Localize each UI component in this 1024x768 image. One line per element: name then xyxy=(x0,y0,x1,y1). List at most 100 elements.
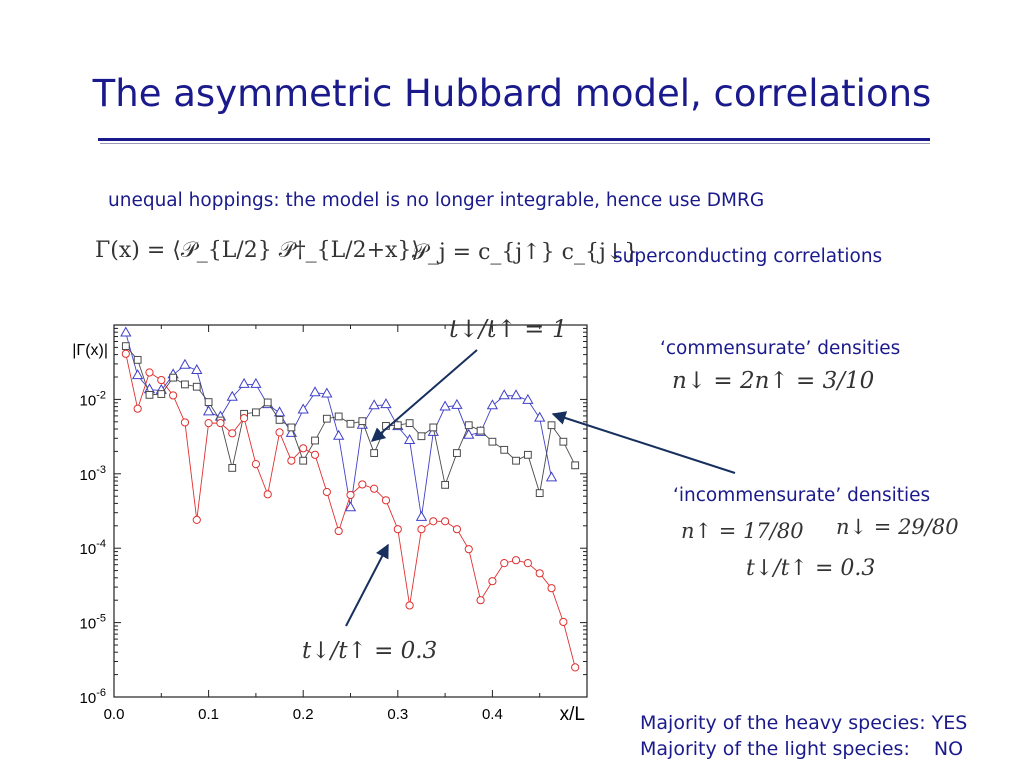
data-point-square xyxy=(476,426,485,435)
data-point-square xyxy=(500,445,509,454)
data-point-circle xyxy=(310,450,320,459)
data-point-circle xyxy=(263,490,272,499)
y-tick-label: 10-2 xyxy=(80,389,106,409)
data-point-square xyxy=(181,380,189,389)
y-axis-label: |Γ(x)| xyxy=(72,342,108,359)
x-tick-label: 0.4 xyxy=(482,706,503,723)
data-point-circle xyxy=(417,525,426,534)
data-point-square xyxy=(464,421,473,430)
data-point-circle xyxy=(299,444,308,453)
data-point-square xyxy=(571,461,580,470)
data-point-triangle xyxy=(522,393,534,404)
data-point-triangle xyxy=(403,434,416,445)
data-point-square xyxy=(275,416,284,424)
data-point-triangle xyxy=(120,326,132,337)
data-point-square xyxy=(322,414,331,423)
data-point-square xyxy=(334,412,343,421)
data-point-triangle xyxy=(226,390,238,401)
gamma-formula: Γ(x) = ⟨𝒫_{L/2} 𝒫†_{L/2+x}⟩ xyxy=(95,238,420,263)
data-point-square xyxy=(441,480,450,489)
data-point-triangle xyxy=(451,398,463,409)
data-point-triangle xyxy=(486,399,499,410)
title-underline xyxy=(98,138,930,141)
x-axis-label: x/L xyxy=(560,704,585,725)
title-underline-shadow xyxy=(100,143,930,144)
data-point-circle xyxy=(405,601,414,610)
data-point-circle xyxy=(287,456,296,465)
data-point-triangle xyxy=(415,510,428,521)
subtitle: unequal hoppings: the model is no longer… xyxy=(108,190,765,211)
series-line-triangle xyxy=(125,332,552,518)
data-point-triangle xyxy=(510,389,522,400)
slide-title: The asymmetric Hubbard model, correlatio… xyxy=(92,72,932,115)
data-point-circle xyxy=(121,349,130,358)
incommensurate-equation-ratio: t↓/t↑ = 0.3 xyxy=(746,556,876,581)
data-point-square xyxy=(121,342,130,351)
x-tick-label: 0.2 xyxy=(293,706,314,723)
x-tick-label: 0.0 xyxy=(104,706,125,723)
arrow-t03 xyxy=(345,543,389,627)
data-point-triangle xyxy=(368,399,380,410)
arrow-incommensurate xyxy=(551,411,736,474)
arrow-t1 xyxy=(370,349,478,442)
data-point-square xyxy=(429,423,438,432)
data-point-triangle xyxy=(333,429,345,440)
data-point-triangle xyxy=(250,377,262,388)
data-point-circle xyxy=(500,559,509,568)
data-point-square xyxy=(204,398,213,406)
pj-formula-text: 𝒫_j = c_{j↑} c_{j↓} xyxy=(412,240,639,265)
data-point-circle xyxy=(346,490,355,500)
data-point-triangle xyxy=(498,389,510,400)
data-point-square xyxy=(228,464,237,472)
annotation-t1: t↓/t↑ = 1 xyxy=(449,315,567,343)
y-tick-label: 10-5 xyxy=(80,613,106,633)
data-point-triangle xyxy=(463,428,475,439)
gamma-formula-text: Γ(x) = ⟨𝒫_{L/2} 𝒫†_{L/2+x}⟩ xyxy=(95,238,421,263)
data-point-square xyxy=(417,432,426,441)
data-point-circle xyxy=(239,414,249,423)
data-point-square xyxy=(370,449,379,457)
data-point-square xyxy=(252,408,260,417)
data-point-circle xyxy=(547,584,556,593)
x-tick-label: 0.1 xyxy=(198,706,219,723)
data-point-circle xyxy=(393,525,402,534)
data-point-circle xyxy=(559,617,568,627)
y-tick-label: 10-6 xyxy=(80,687,106,707)
light-species-value: NO xyxy=(933,738,964,760)
data-point-circle xyxy=(381,496,391,505)
data-point-triangle xyxy=(534,411,546,422)
data-point-circle xyxy=(157,375,166,385)
data-point-square xyxy=(287,423,296,432)
data-point-circle xyxy=(452,525,462,534)
light-species-line: Majority of the light species: NO xyxy=(640,738,963,760)
data-point-triangle xyxy=(202,405,215,416)
commensurate-equation: n↓ = 2n↑ = 3/10 xyxy=(672,368,875,394)
data-point-square xyxy=(145,390,154,399)
data-point-square xyxy=(405,419,414,428)
data-point-circle xyxy=(429,517,438,526)
incommensurate-label: ‘incommensurate’ densities xyxy=(673,485,931,506)
data-point-triangle xyxy=(439,400,451,411)
data-point-square xyxy=(169,373,178,382)
data-point-circle xyxy=(275,428,284,437)
data-point-square xyxy=(299,456,308,465)
data-point-square xyxy=(157,390,166,398)
data-point-triangle xyxy=(273,406,286,417)
data-point-circle xyxy=(476,596,485,605)
data-point-circle xyxy=(523,559,532,568)
data-point-circle xyxy=(251,460,260,469)
data-point-circle xyxy=(370,484,379,493)
data-point-triangle xyxy=(545,471,558,482)
data-point-circle xyxy=(180,418,190,427)
data-point-square xyxy=(523,450,532,459)
data-point-triangle xyxy=(191,363,203,374)
data-point-circle xyxy=(441,517,450,526)
data-point-circle xyxy=(216,419,225,428)
data-point-square xyxy=(133,355,142,364)
heavy-species-line: Majority of the heavy species: YES xyxy=(640,712,967,734)
data-point-square xyxy=(311,436,319,445)
data-point-circle xyxy=(488,577,497,586)
data-point-triangle xyxy=(297,403,309,414)
data-point-circle xyxy=(133,404,142,413)
superconducting-label: superconducting correlations xyxy=(613,246,883,267)
